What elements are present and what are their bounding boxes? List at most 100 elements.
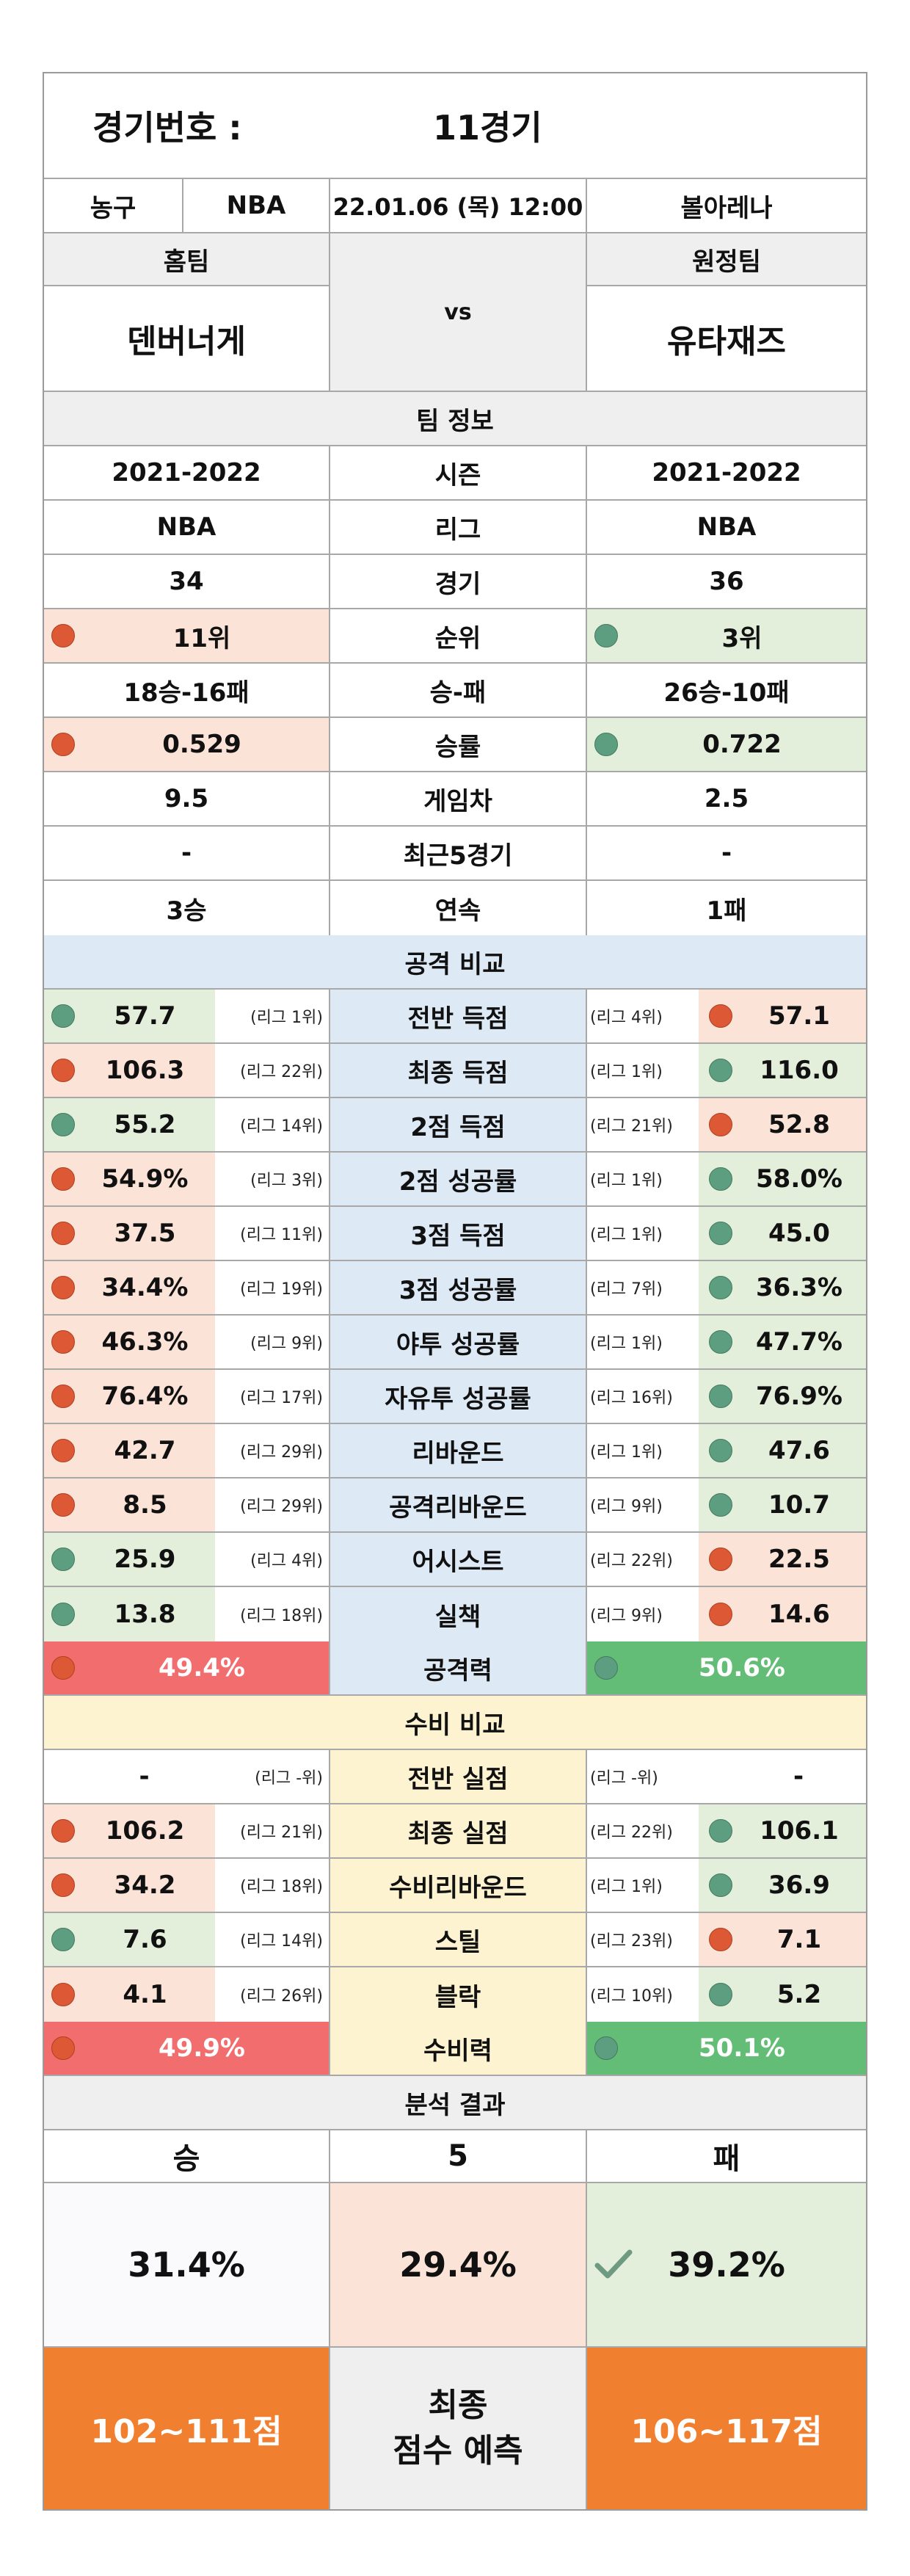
away-stat-rank: (리그 7위) — [590, 1280, 663, 1299]
away-team-stat: 2.5 — [704, 784, 749, 813]
home-stat-cell: 54.9% (리그 3위) — [44, 1153, 330, 1205]
stat-label: 공격리바운드 — [330, 1479, 587, 1531]
home-stat-value: 57.7 — [114, 1001, 176, 1031]
stat-dot-icon — [709, 1548, 732, 1571]
stat-dot-icon — [51, 1873, 75, 1897]
stat-dot-icon — [51, 1385, 75, 1408]
team-info-label: 순위 — [330, 609, 587, 662]
stat-row: 13.8 (리그 18위) 실책 (리그 9위) 14.6 — [44, 1587, 866, 1641]
home-stat-cell: 57.7 (리그 1위) — [44, 990, 330, 1042]
away-stat-rank: (리그 22위) — [590, 1824, 673, 1842]
home-stat-rank: (리그 1위) — [250, 1009, 323, 1027]
home-attack-power: 49.4% — [44, 1641, 330, 1694]
away-stat-value-box: 45.0 — [699, 1207, 866, 1260]
home-stat-value: 34.2 — [114, 1871, 176, 1900]
home-stat-value-box: 34.2 — [44, 1859, 215, 1912]
team-info-label: 최근5경기 — [330, 827, 587, 879]
stat-dot-icon — [709, 1603, 732, 1626]
team-info-table: 2021-2022 시즌 2021-2022 NBA 리그 NBA 34 경기 36 11위 순위 3… — [44, 446, 866, 935]
stat-label: 전반 득점 — [330, 990, 587, 1042]
home-stat-cell: 106.3 (리그 22위) — [44, 1044, 330, 1097]
away-stat-cell: (리그 9위) 14.6 — [587, 1587, 866, 1641]
home-stat-cell: 34.4% (리그 19위) — [44, 1261, 330, 1314]
away-stat-cell: (리그 22위) 22.5 — [587, 1533, 866, 1586]
away-stat-value: 106.1 — [760, 1816, 839, 1846]
home-stat-rank: (리그 3위) — [250, 1172, 323, 1190]
away-stat-cell: (리그 -위) - — [587, 1750, 866, 1803]
vs-label: vs — [330, 233, 587, 391]
away-stat-rank: (리그 16위) — [590, 1389, 673, 1407]
team-info-label: 리그 — [330, 501, 587, 554]
away-stat-value-box: 7.1 — [699, 1913, 866, 1966]
home-stat-cell: 46.3% (리그 9위) — [44, 1316, 330, 1368]
home-team-stat: 11위 — [44, 609, 330, 662]
home-stat-value: 55.2 — [114, 1110, 176, 1139]
team-info-label: 연속 — [330, 881, 587, 935]
away-stat-cell: (리그 16위) 76.9% — [587, 1370, 866, 1423]
home-stat-cell: 106.2 (리그 21위) — [44, 1804, 330, 1857]
defense-table: - (리그 -위) 전반 실점 (리그 -위) -106.2 (리그 21위) 최종 실점(… — [44, 1750, 866, 2022]
lose-pct-cell: 39.2% — [587, 2183, 866, 2346]
home-attack-power-value: 49.4% — [159, 1653, 245, 1683]
stat-dot-icon — [51, 1004, 75, 1028]
team-info-label: 경기 — [330, 555, 587, 608]
away-team-stat: 1패 — [706, 896, 747, 926]
team-info-title-row: 팀 정보 — [44, 392, 866, 446]
away-stat-cell: (리그 4위) 57.1 — [587, 990, 866, 1042]
result-pct-row: 31.4% 29.4% 39.2% — [44, 2183, 866, 2348]
home-stat-cell: 8.5 (리그 29위) — [44, 1479, 330, 1531]
stat-row: 34.2 (리그 18위) 수비리바운드 (리그 1위) 36.9 — [44, 1859, 866, 1913]
away-team-stat: - — [721, 838, 732, 868]
away-stat-value: 47.6 — [768, 1436, 830, 1465]
team-info-row: 3승 연속 1패 — [44, 881, 866, 935]
stat-row: 25.9 (리그 4위) 어시스트 (리그 22위) 22.5 — [44, 1533, 866, 1587]
home-stat-rank: (리그 14위) — [240, 1932, 323, 1951]
stat-dot-icon — [51, 1330, 75, 1354]
team-info-row: 2021-2022 시즌 2021-2022 — [44, 446, 866, 501]
team-info-row: NBA 리그 NBA — [44, 501, 866, 555]
home-stat-value-box: 106.3 — [44, 1044, 215, 1097]
home-stat-cell: 4.1 (리그 26위) — [44, 1967, 330, 2022]
away-stat-value-box: 22.5 — [699, 1533, 866, 1586]
away-stat-value-box: 47.6 — [699, 1424, 866, 1477]
home-stat-value-box: 4.1 — [44, 1967, 215, 2022]
home-stat-rank: (리그 18위) — [240, 1607, 323, 1625]
away-stat-value: 22.5 — [768, 1545, 830, 1574]
home-stat-rank: (리그 14위) — [240, 1117, 323, 1136]
away-attack-dot-icon — [594, 1656, 618, 1680]
away-stat-value: 58.0% — [756, 1164, 842, 1194]
away-stat-value-box: 14.6 — [699, 1587, 866, 1641]
away-stat-value: 116.0 — [760, 1056, 839, 1085]
rank-dot-icon — [51, 624, 75, 647]
home-stat-value-box: 13.8 — [44, 1587, 215, 1641]
stat-row: 76.4% (리그 17위) 자유투 성공률 (리그 16위) 76.9% — [44, 1370, 866, 1424]
away-stat-value-box: 36.9 — [699, 1859, 866, 1912]
away-stat-cell: (리그 1위) 47.6 — [587, 1424, 866, 1477]
stat-dot-icon — [51, 1113, 75, 1136]
away-stat-rank: (리그 21위) — [590, 1117, 673, 1136]
home-stat-rank: (리그 29위) — [240, 1498, 323, 1516]
result-label-row: 승 5 패 — [44, 2130, 866, 2183]
stat-dot-icon — [709, 1167, 732, 1191]
defense-title-row: 수비 비교 — [44, 1696, 866, 1750]
away-team-stat: 2021-2022 — [652, 458, 801, 487]
stat-dot-icon — [709, 1928, 732, 1951]
stat-dot-icon — [51, 1276, 75, 1299]
home-defense-power-value: 49.9% — [159, 2033, 245, 2063]
home-stat-value-box: 46.3% — [44, 1316, 215, 1368]
rank-dot-icon — [51, 733, 75, 756]
team-info-row: 0.529 승률 0.722 — [44, 718, 866, 772]
away-stat-cell: (리그 9위) 10.7 — [587, 1479, 866, 1531]
away-stat-value: 14.6 — [768, 1600, 830, 1629]
home-stat-cell: 13.8 (리그 18위) — [44, 1587, 330, 1641]
away-team-stat: 3위 — [587, 609, 866, 662]
attack-power-label: 공격력 — [330, 1641, 587, 1694]
score-prediction-line1: 최종 — [428, 2387, 488, 2425]
home-stat-value: 106.3 — [105, 1056, 185, 1085]
away-stat-rank: (리그 1위) — [590, 1226, 663, 1244]
stat-label: 수비리바운드 — [330, 1859, 587, 1912]
home-stat-value: 76.4% — [101, 1382, 189, 1411]
home-stat-cell: 76.4% (리그 17위) — [44, 1370, 330, 1423]
stat-row: 54.9% (리그 3위) 2점 성공률 (리그 1위) 58.0% — [44, 1153, 866, 1207]
team-info-row: 9.5 게임차 2.5 — [44, 772, 866, 827]
